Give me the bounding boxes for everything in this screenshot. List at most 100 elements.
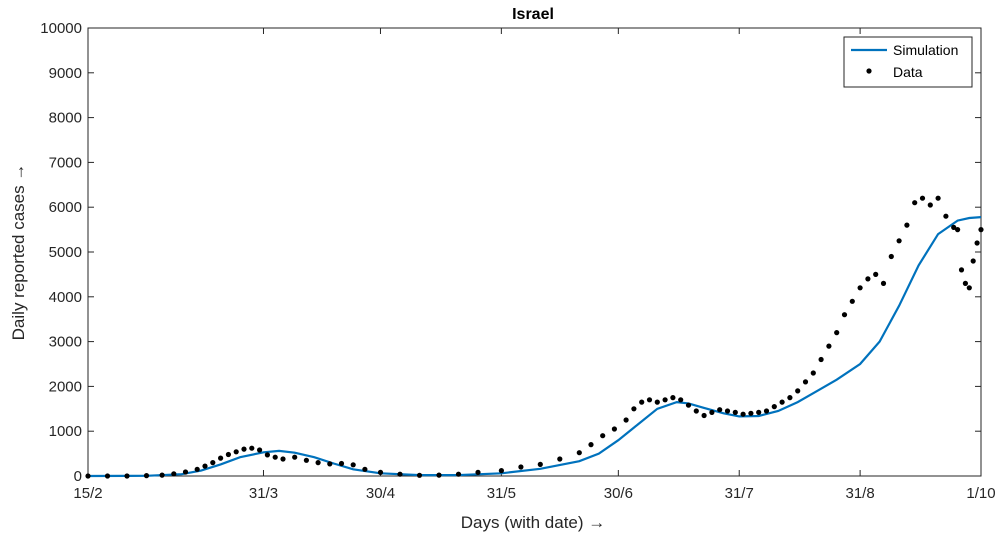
legend-data-label: Data [893,64,923,80]
y-tick-label: 8000 [49,110,82,127]
x-tick-label: 1/10 [966,485,995,502]
data-point [826,343,832,349]
data-point [912,200,918,206]
x-tick-label: 31/3 [249,485,278,502]
data-point [834,330,840,336]
legend-data-swatch [866,68,872,74]
data-point [787,395,793,401]
data-point [724,408,731,414]
data-point [272,454,278,460]
data-point [896,238,902,244]
data-point [104,473,111,479]
data-point [927,202,933,208]
data-point [966,285,972,291]
data-point [795,388,801,394]
y-tick-label: 3000 [49,334,82,351]
data-point [416,472,423,478]
data-point [124,473,130,479]
data-point [557,456,563,462]
data-point [919,195,926,201]
data-point [362,466,368,472]
data-point [377,469,384,475]
data-point [717,407,723,413]
x-axis: 15/2 31/3 30/4 31/5 30/6 31/7 31/8 1/10 [73,28,996,502]
data-point [631,406,637,412]
data-point [732,409,738,415]
data-point [748,410,754,416]
data-point [397,471,403,477]
data-point [241,446,247,452]
data-point [537,461,543,467]
data-point [292,454,298,460]
data-point [280,456,286,462]
data-point [857,285,863,291]
data-point [315,460,321,466]
x-tick-label: 30/4 [366,485,395,502]
data-point [350,462,356,468]
data-point [943,213,949,219]
data-point [182,469,189,475]
data-series-points [85,195,984,479]
data-point [662,397,668,403]
data-point [951,224,957,230]
data-point [646,397,653,403]
data-point [600,433,606,439]
y-tick-label: 5000 [49,244,82,261]
data-point [970,258,976,264]
x-tick-label: 31/5 [487,485,516,502]
data-point [576,450,582,456]
chart-title: Israel [512,6,554,23]
data-point [865,276,871,282]
data-point [639,399,645,405]
data-point [709,409,715,415]
data-point [935,195,941,201]
y-tick-label: 7000 [49,154,82,171]
data-point [756,409,762,415]
data-point [171,471,177,477]
data-point [264,452,270,458]
data-point [763,408,770,414]
y-tick-label: 10000 [40,20,82,37]
data-point [143,473,150,479]
data-point [455,471,462,477]
data-point [771,404,777,410]
data-point [202,463,208,469]
y-tick-label: 0 [74,468,82,485]
data-point [210,460,216,466]
y-axis: 0 1000 2000 3000 4000 5000 6000 7000 8000 9000 100… [40,20,981,485]
data-point [654,399,660,405]
data-point [958,267,965,273]
data-point [849,298,855,304]
legend: Simulation Data [843,36,973,88]
data-point [218,455,224,461]
data-point [498,468,504,474]
data-point [904,222,910,228]
data-point [974,240,980,246]
y-tick-label: 9000 [49,65,82,82]
data-point [693,408,699,414]
data-point [818,356,824,363]
plot-area [87,27,982,477]
data-point [436,472,442,478]
data-point [740,411,746,417]
data-point [475,469,481,475]
data-point [678,397,684,403]
data-point [588,442,594,448]
x-tick-label: 31/8 [846,485,875,502]
data-point [338,460,345,467]
data-point [810,370,816,376]
data-point [257,447,263,453]
data-point [670,395,676,401]
data-point [623,417,629,423]
data-point [880,280,887,286]
x-tick-label: 30/6 [604,485,633,502]
x-tick-label: 31/7 [725,485,754,502]
data-point [685,402,692,408]
data-point [841,312,848,318]
data-point [194,466,200,472]
simulation-series-line [87,216,982,478]
data-point [955,227,961,233]
data-point [978,227,984,233]
